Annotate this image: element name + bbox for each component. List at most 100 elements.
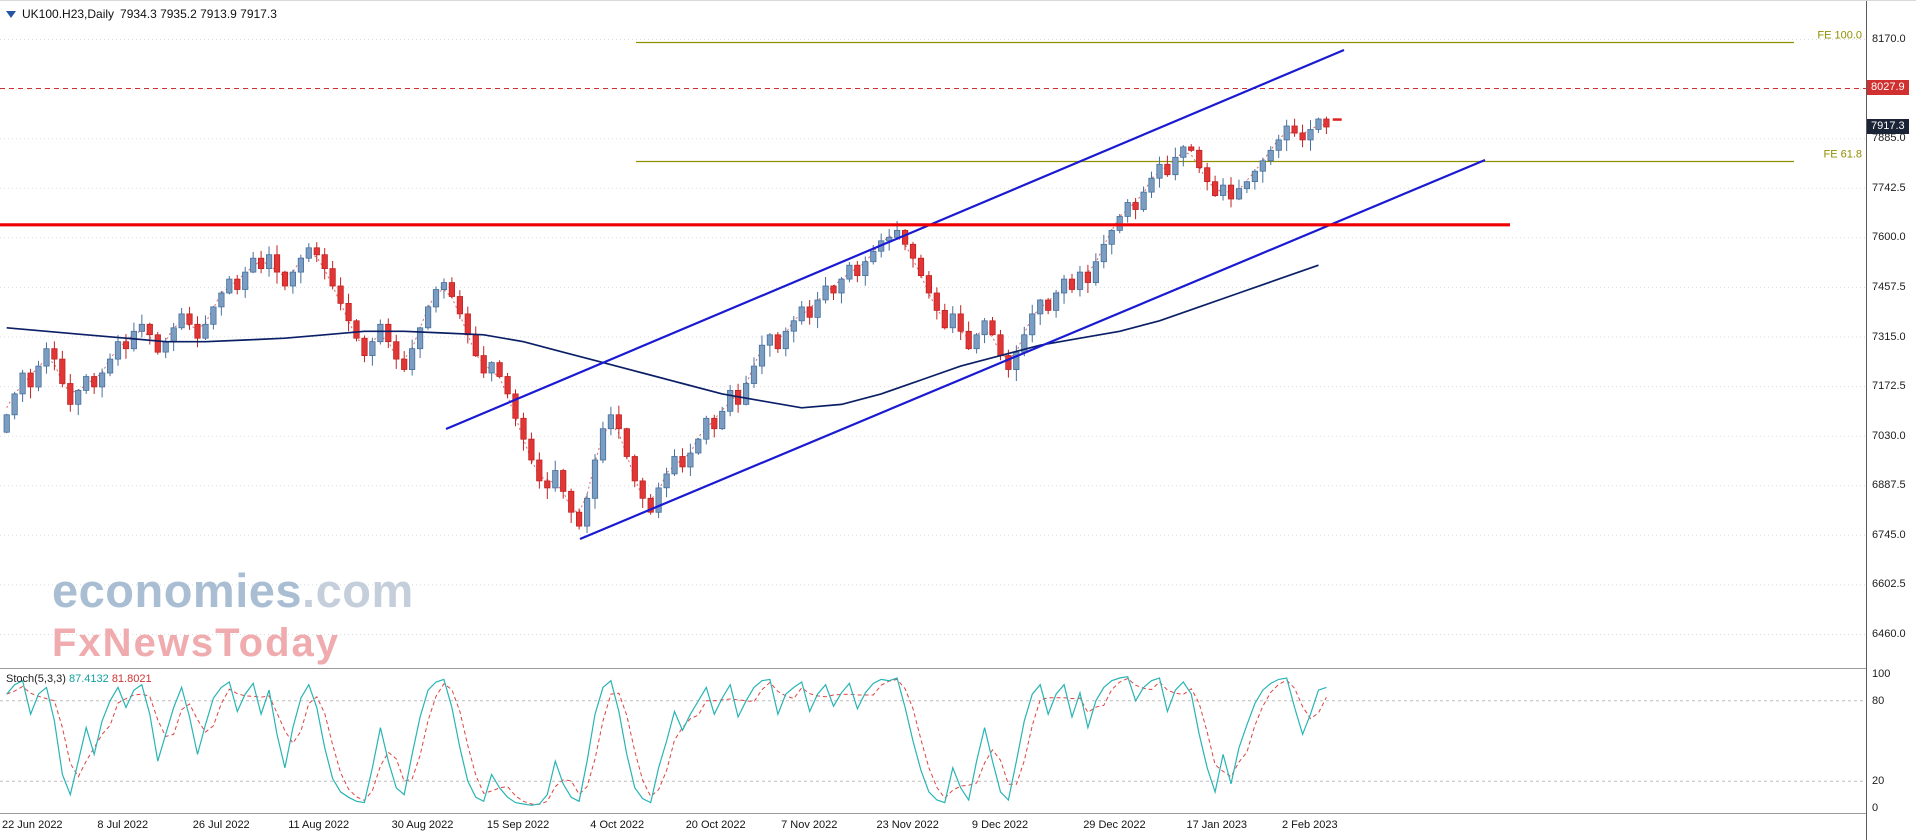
time-axis[interactable]: 22 Jun 2022 8 Jul 2022 26 Jul 2022 11 Aug 2… — [0, 814, 1866, 840]
price-tick-label: 6745.0 — [1872, 528, 1906, 541]
candle-body — [536, 459, 543, 482]
candle-body — [130, 330, 137, 350]
candle-body — [456, 296, 464, 315]
candle-body — [727, 389, 734, 412]
channel-lower-line — [579, 158, 1486, 541]
candle-body — [393, 341, 400, 360]
candle-body — [353, 320, 360, 339]
candle-body — [957, 313, 964, 332]
candle-body — [19, 372, 26, 395]
candle-body — [1267, 149, 1274, 162]
candle-body — [1140, 191, 1147, 210]
candle-body — [242, 271, 249, 290]
candle-body — [504, 376, 511, 395]
candle-body — [1212, 181, 1219, 196]
price-chart-canvas[interactable]: FE 100.0 FE 61.8 — [0, 1, 1866, 668]
candle-body — [361, 337, 368, 357]
price-tick-label: 7172.5 — [1872, 380, 1906, 393]
candle-body — [202, 323, 209, 339]
candle-body — [114, 341, 122, 360]
date-tick-label: 15 Sep 2022 — [486, 819, 550, 831]
candle-body — [655, 487, 662, 513]
candle-body — [623, 428, 630, 457]
candle-body — [281, 271, 289, 287]
stoch-tick-label: 20 — [1872, 775, 1885, 788]
candle-body — [552, 470, 559, 489]
candle-body — [1188, 146, 1195, 151]
candle-body — [544, 480, 551, 489]
candle-body — [122, 341, 130, 350]
candle-body — [488, 362, 495, 374]
candle-body — [584, 497, 591, 527]
ohlc-readout: 7934.3 7935.2 7913.9 7917.3 — [120, 7, 277, 21]
candle-body — [917, 257, 925, 277]
candle-body — [1029, 313, 1036, 336]
candle-body — [830, 285, 837, 294]
candle-body — [210, 306, 217, 325]
candle-body — [99, 372, 106, 388]
candle-body — [822, 285, 829, 301]
date-tick-label: 8 Jul 2022 — [97, 819, 149, 831]
candle-body — [941, 309, 948, 329]
stoch-signal-line — [6, 677, 1327, 805]
candle-body — [711, 417, 718, 430]
candle-body — [1037, 299, 1044, 315]
price-axis[interactable]: 8170.08027.57885.07742.57600.07457.57315… — [1866, 1, 1916, 840]
trend-channel[interactable] — [445, 48, 1486, 541]
candle-body — [560, 470, 567, 492]
stoch-tick-label: 100 — [1872, 668, 1891, 680]
candle-body — [107, 358, 114, 374]
candle-body — [1291, 125, 1298, 134]
channel-upper-line — [445, 48, 1345, 431]
date-tick-label: 22 Jun 2022 — [2, 819, 63, 831]
candle-body — [870, 250, 877, 263]
candle-body — [774, 334, 781, 350]
candle-body — [1180, 146, 1187, 158]
candle-body — [1076, 271, 1084, 290]
candle-body — [1235, 188, 1243, 200]
candle-body — [520, 417, 527, 440]
price-tick-label: 7885.0 — [1872, 132, 1906, 145]
candle-body — [1307, 129, 1314, 141]
candle-body — [67, 383, 74, 405]
candle-body — [43, 348, 50, 367]
stoch-name: Stoch(5,3,3) — [6, 673, 66, 685]
date-tick-label: 17 Jan 2023 — [1186, 819, 1248, 831]
stochastic-indicator-label: Stoch(5,3,3) 87.4132 81.8021 — [6, 673, 152, 685]
candle-body — [750, 365, 758, 384]
candle-body — [305, 247, 312, 259]
candle-body — [432, 289, 440, 308]
date-tick-label: 9 Dec 2022 — [971, 819, 1029, 831]
price-tick-label: 6460.0 — [1872, 628, 1906, 640]
candle-body — [27, 372, 34, 388]
candle-body — [894, 229, 901, 238]
candle-body — [933, 292, 940, 311]
price-tick-label: 6602.5 — [1872, 578, 1906, 591]
candle-body — [663, 473, 670, 489]
price-gridlines — [0, 39, 1866, 635]
candle-body — [265, 254, 273, 269]
candle-body — [369, 341, 376, 357]
stochastic-panel-canvas[interactable] — [0, 668, 1866, 814]
candle-body — [687, 452, 694, 468]
candle-body — [846, 264, 853, 280]
candle-body — [226, 278, 233, 294]
candle-body — [1061, 278, 1068, 294]
candle-body — [576, 511, 583, 527]
candle-body — [424, 306, 432, 329]
candle-body — [170, 327, 177, 343]
candle-body — [671, 456, 678, 475]
candle-body — [385, 323, 392, 343]
stoch-k-value: 87.4132 — [68, 673, 109, 685]
candle-body — [1172, 156, 1179, 176]
candle-body — [416, 327, 424, 350]
price-tick-label: 6887.5 — [1872, 479, 1906, 492]
candle-body — [321, 254, 328, 269]
candle-body — [273, 254, 281, 273]
candle-body — [1084, 271, 1091, 283]
candle-body — [186, 313, 193, 325]
candle-body — [965, 330, 972, 350]
candle-body — [218, 292, 225, 308]
candle-body — [1227, 184, 1235, 200]
candle-body — [480, 355, 487, 374]
